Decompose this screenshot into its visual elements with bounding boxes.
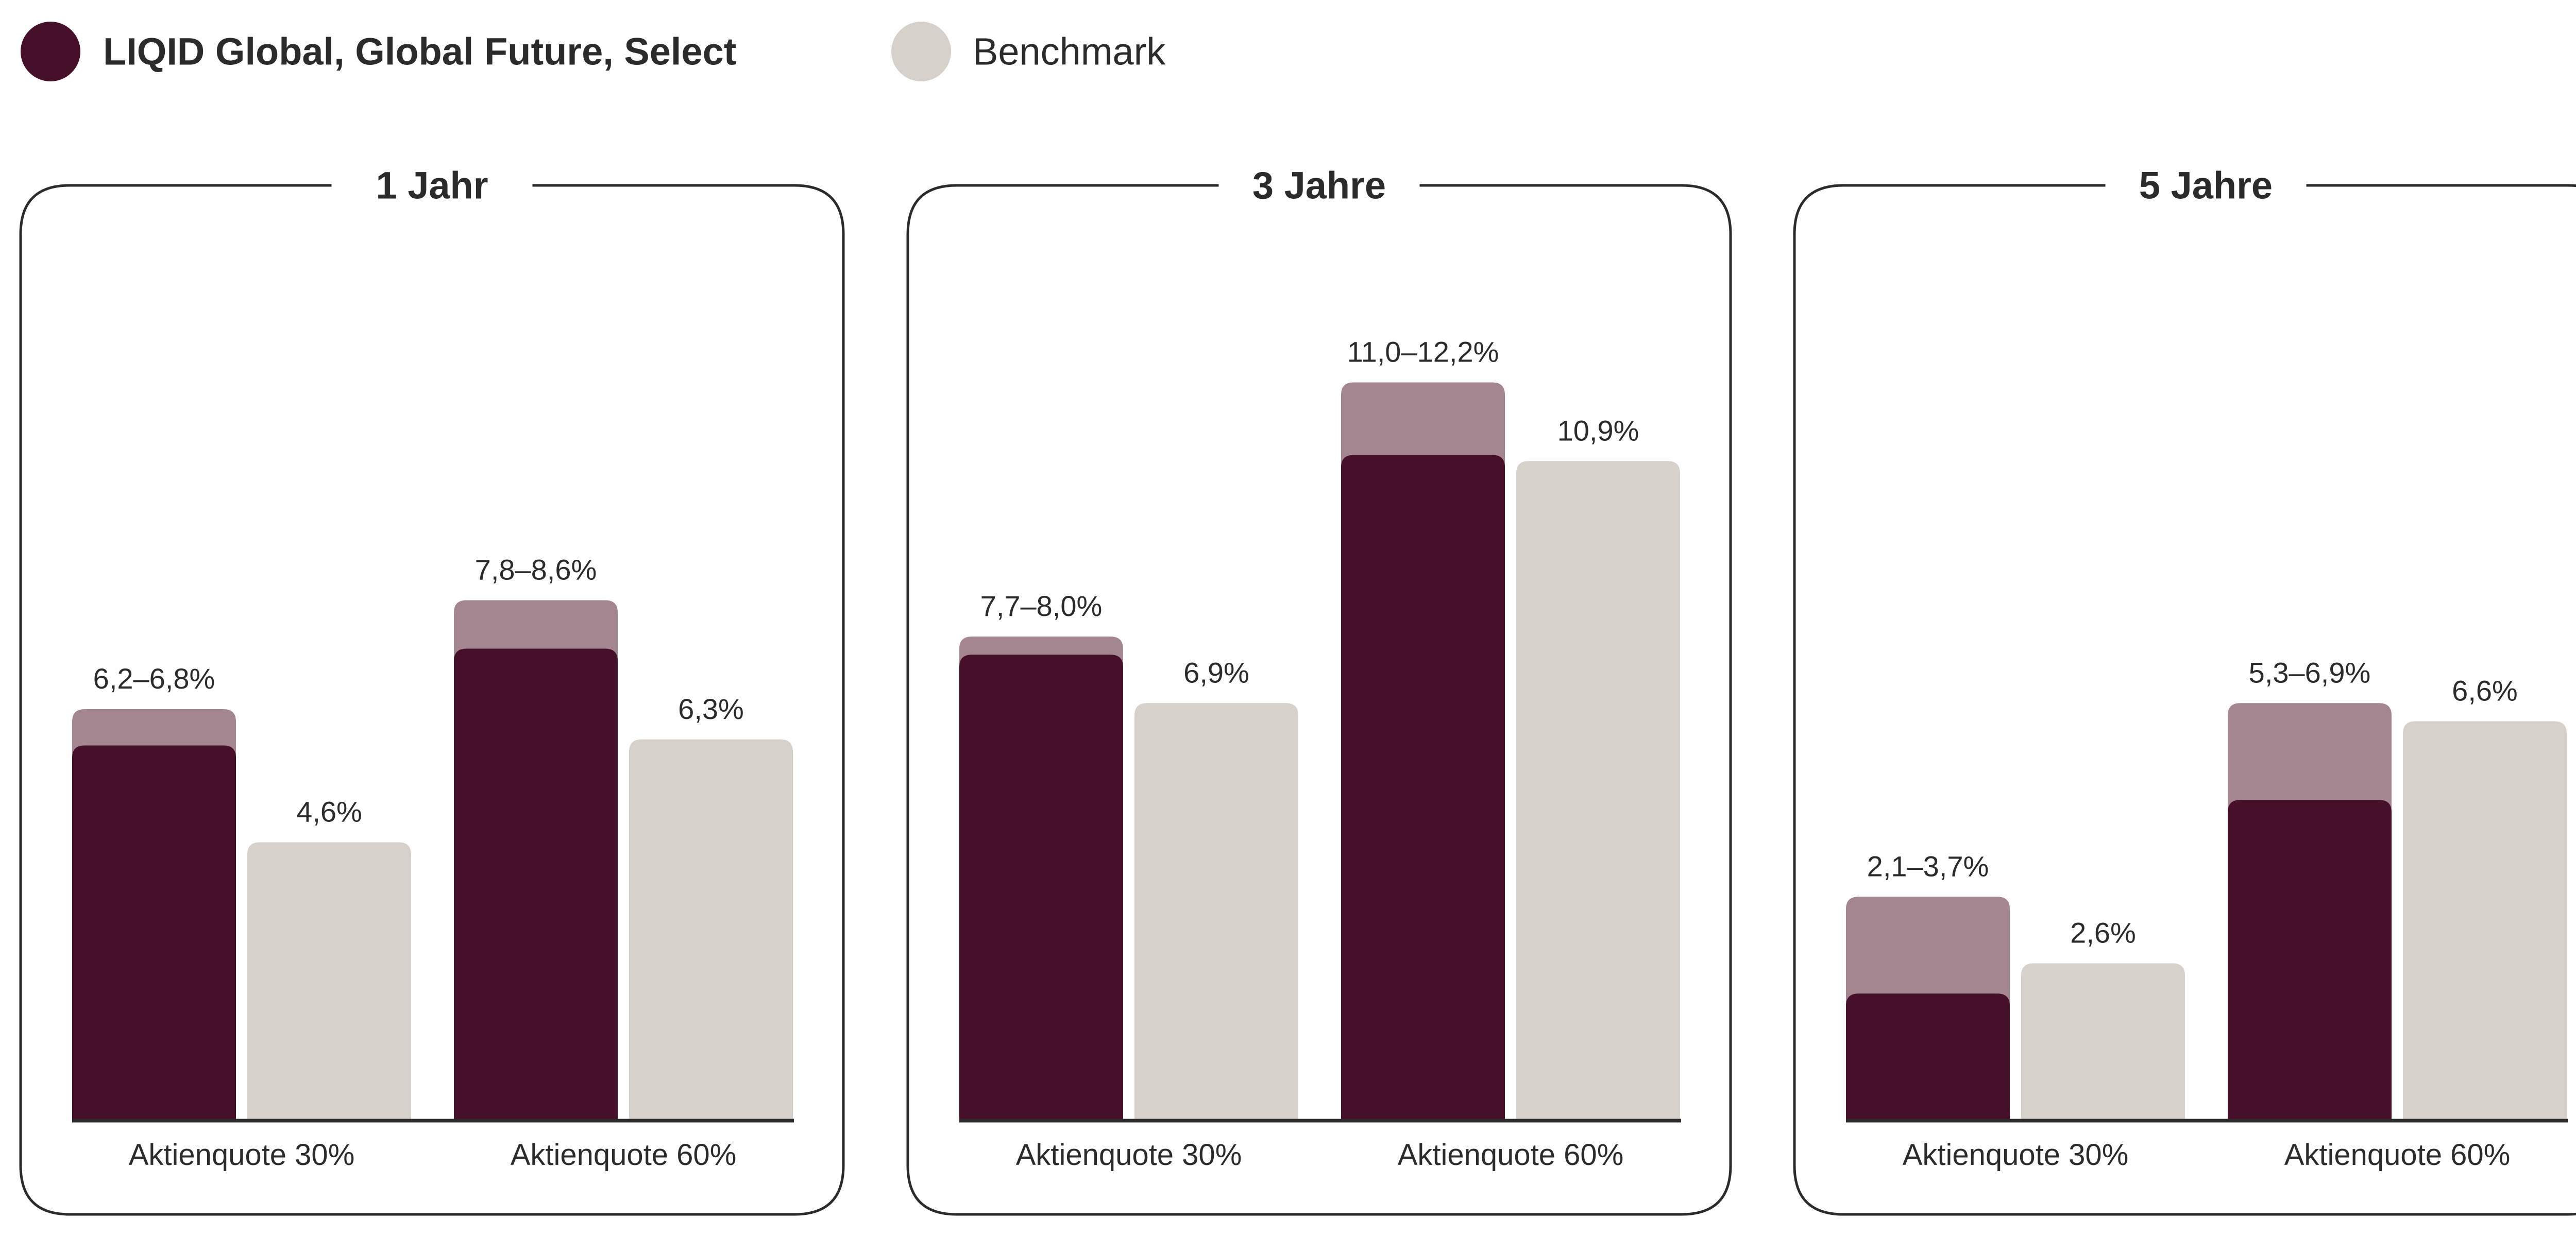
legend-label-benchmark: Benchmark [973,30,1166,73]
legend: LIQID Global, Global Future, Select Bench… [21,22,1166,81]
data-label-liqid: 7,8–8,6% [475,554,597,586]
panel-1: 1 Jahr 6,2–6,8% 4,6% Aktienquote 30% 7,8–8,6… [19,164,845,1216]
category-label: Aktienquote 30% [129,1138,355,1172]
panel-title: 1 Jahr [376,164,488,207]
chart-panels: 1 Jahr 6,2–6,8% 4,6% Aktienquote 30% 7,8–8,6… [19,164,2576,1216]
data-label-benchmark: 2,6% [2070,917,2136,949]
bar-liqid-base [1341,455,1505,1121]
legend-swatch-liqid [21,22,80,81]
bar-benchmark [629,739,793,1121]
panel-border [19,184,845,1216]
bar-benchmark [2021,963,2185,1121]
data-label-liqid: 7,7–8,0% [980,590,1103,622]
panel-title: 3 Jahre [1252,164,1386,207]
panel-border [1793,184,2576,1216]
bar-liqid-base [2228,800,2392,1121]
category-label: Aktienquote 30% [1903,1138,2129,1172]
bar-benchmark [247,842,411,1121]
data-label-liqid: 2,1–3,7% [1867,850,1989,882]
bar-benchmark [2403,721,2567,1121]
bar-benchmark [1516,461,1680,1121]
bar-liqid-base [454,648,618,1121]
category-label: Aktienquote 60% [1398,1138,1624,1172]
category-label: Aktienquote 60% [2284,1138,2511,1172]
data-label-liqid: 6,2–6,8% [93,662,215,695]
data-label-benchmark: 6,9% [1183,656,1249,689]
data-label-liqid: 5,3–6,9% [2249,656,2371,689]
legend-swatch-benchmark [891,22,951,81]
panel-title: 5 Jahre [2139,164,2273,207]
bar-liqid-base [72,745,236,1121]
panel-border [906,184,1732,1216]
bar-liqid-base [959,655,1123,1121]
data-label-benchmark: 4,6% [296,796,362,828]
bar-liqid-base [1846,993,2010,1121]
legend-label-liqid: LIQID Global, Global Future, Select [103,30,736,73]
data-label-benchmark: 6,3% [678,693,744,725]
bar-benchmark [1134,703,1298,1121]
panel-2: 3 Jahre 7,7–8,0% 6,9% Aktienquote 30% 11,0–1… [906,164,1732,1216]
category-label: Aktienquote 30% [1016,1138,1242,1172]
panel-3: 5 Jahre 2,1–3,7% 2,6% Aktienquote 30% 5,3–6,… [1793,164,2576,1216]
data-label-liqid: 11,0–12,2% [1347,336,1499,368]
data-label-benchmark: 6,6% [2452,675,2518,707]
data-label-benchmark: 10,9% [1557,414,1639,447]
category-label: Aktienquote 60% [511,1138,737,1172]
